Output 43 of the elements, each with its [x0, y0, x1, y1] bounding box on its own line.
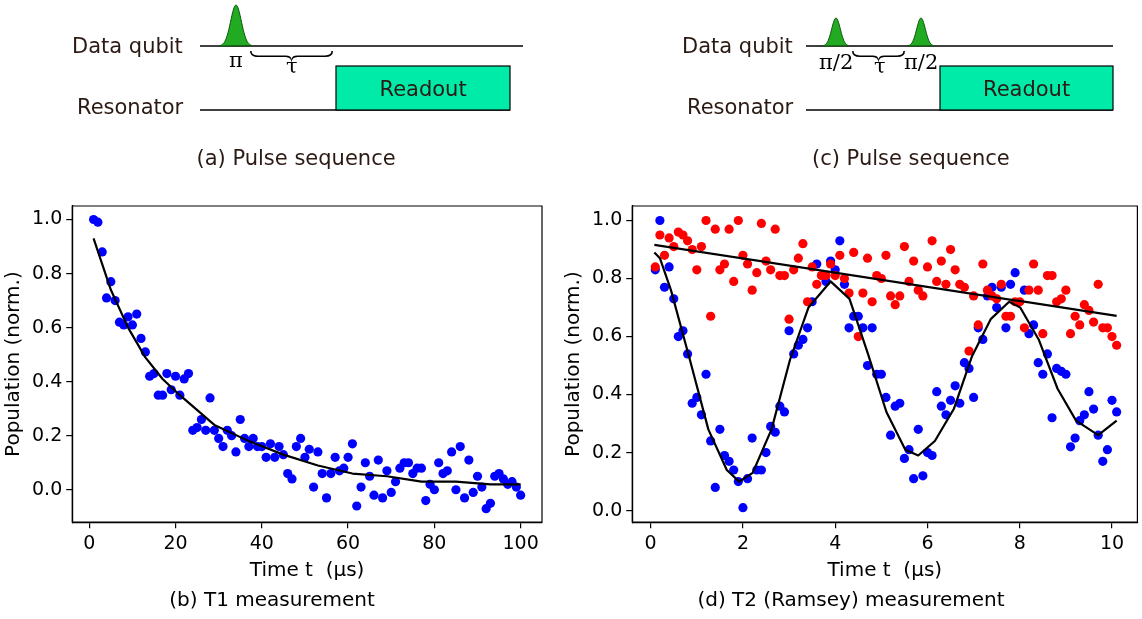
text: π/2	[904, 49, 939, 74]
x-tick-label: 40	[249, 530, 274, 553]
y-tick-label: 0.6	[592, 323, 623, 346]
text: (d) T2 (Ramsey) measurement	[697, 587, 1005, 612]
x-tick-label: 100	[502, 530, 539, 553]
text: Readout	[983, 76, 1071, 101]
text: π	[229, 47, 243, 72]
text: Readout	[379, 76, 467, 101]
text: π/2	[819, 49, 854, 74]
y-tick-label: 0.4	[32, 368, 63, 391]
text: Data qubit	[682, 33, 793, 58]
y-axis-title: Population (norm.)	[0, 271, 25, 457]
x-axis-title: Time t (μs)	[826, 557, 943, 582]
y-tick-label: 0.0	[592, 497, 623, 520]
y-tick-label: 0.6	[32, 314, 63, 337]
text: (b) T1 measurement	[169, 587, 375, 612]
y-tick-label: 1.0	[32, 206, 63, 229]
x-tick-label: 4	[829, 530, 842, 553]
y-tick-label: 0.8	[32, 260, 63, 283]
y-tick-label: 0.2	[592, 439, 623, 462]
x-tick-label: 80	[422, 530, 447, 553]
y-tick-label: 0.2	[32, 422, 63, 445]
x-tick-label: 60	[336, 530, 361, 553]
x-tick-label: 0	[83, 530, 96, 553]
x-tick-label: 2	[736, 530, 749, 553]
text: (c) Pulse sequence	[812, 145, 1010, 170]
x-axis-title: Time t (μs)	[248, 557, 365, 582]
text: (a) Pulse sequence	[196, 145, 396, 170]
x-tick-label: 10	[1099, 530, 1125, 553]
y-tick-label: 0.4	[592, 381, 623, 404]
y-axis-title: Population (norm.)	[560, 271, 585, 457]
x-tick-label: 0	[644, 530, 657, 553]
x-tick-label: 6	[921, 530, 934, 553]
text: Resonator	[687, 94, 794, 119]
text: Data qubit	[72, 33, 183, 58]
text: τ	[874, 53, 886, 78]
y-tick-label: 0.8	[592, 265, 623, 288]
y-tick-label: 1.0	[592, 207, 623, 230]
x-tick-label: 20	[163, 530, 188, 553]
text: τ	[286, 53, 298, 78]
x-tick-label: 8	[1013, 530, 1026, 553]
y-tick-label: 0.0	[32, 476, 63, 499]
text: Resonator	[77, 94, 184, 119]
